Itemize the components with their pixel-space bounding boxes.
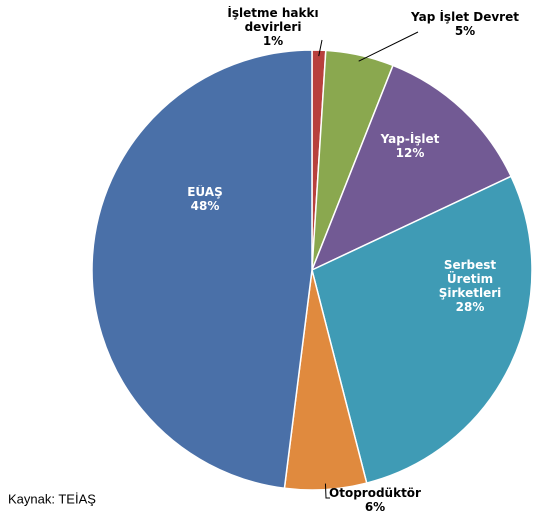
category-label: EÜAŞ xyxy=(187,185,223,199)
label-box: İşletme hakkı devirleri 1% xyxy=(218,6,328,48)
pie-slice xyxy=(91,49,313,490)
value-label: 48% xyxy=(190,199,220,213)
value-label: 28% xyxy=(455,300,485,314)
value-label: 1% xyxy=(262,34,284,48)
leader-line xyxy=(318,39,323,57)
value-label: 5% xyxy=(454,24,476,38)
label-box: Yap-İşlet 12% xyxy=(360,132,460,160)
leader-line xyxy=(358,31,419,62)
value-label: 12% xyxy=(395,146,425,160)
category-label: Serbest Üretim Şirketleri xyxy=(438,258,502,300)
category-label: Yap-İşlet xyxy=(380,132,440,146)
source: Kaynak: TEİAŞ xyxy=(8,491,96,506)
pie-slice xyxy=(310,64,513,272)
pie-slice xyxy=(311,175,533,485)
label-box: Serbest Üretim Şirketleri 28% xyxy=(420,258,520,314)
category-label: Otoprodüktör xyxy=(329,486,421,500)
label-box: EÜAŞ 48% xyxy=(150,185,260,213)
value-label: 6% xyxy=(364,500,386,514)
category-label: İşletme hakkı devirleri xyxy=(227,6,319,34)
leader-line xyxy=(324,483,330,499)
category-label: Yap İşlet Devret xyxy=(411,10,519,24)
label-box: Yap İşlet Devret 5% xyxy=(410,10,520,38)
label-box: Otoprodüktör 6% xyxy=(320,486,430,514)
